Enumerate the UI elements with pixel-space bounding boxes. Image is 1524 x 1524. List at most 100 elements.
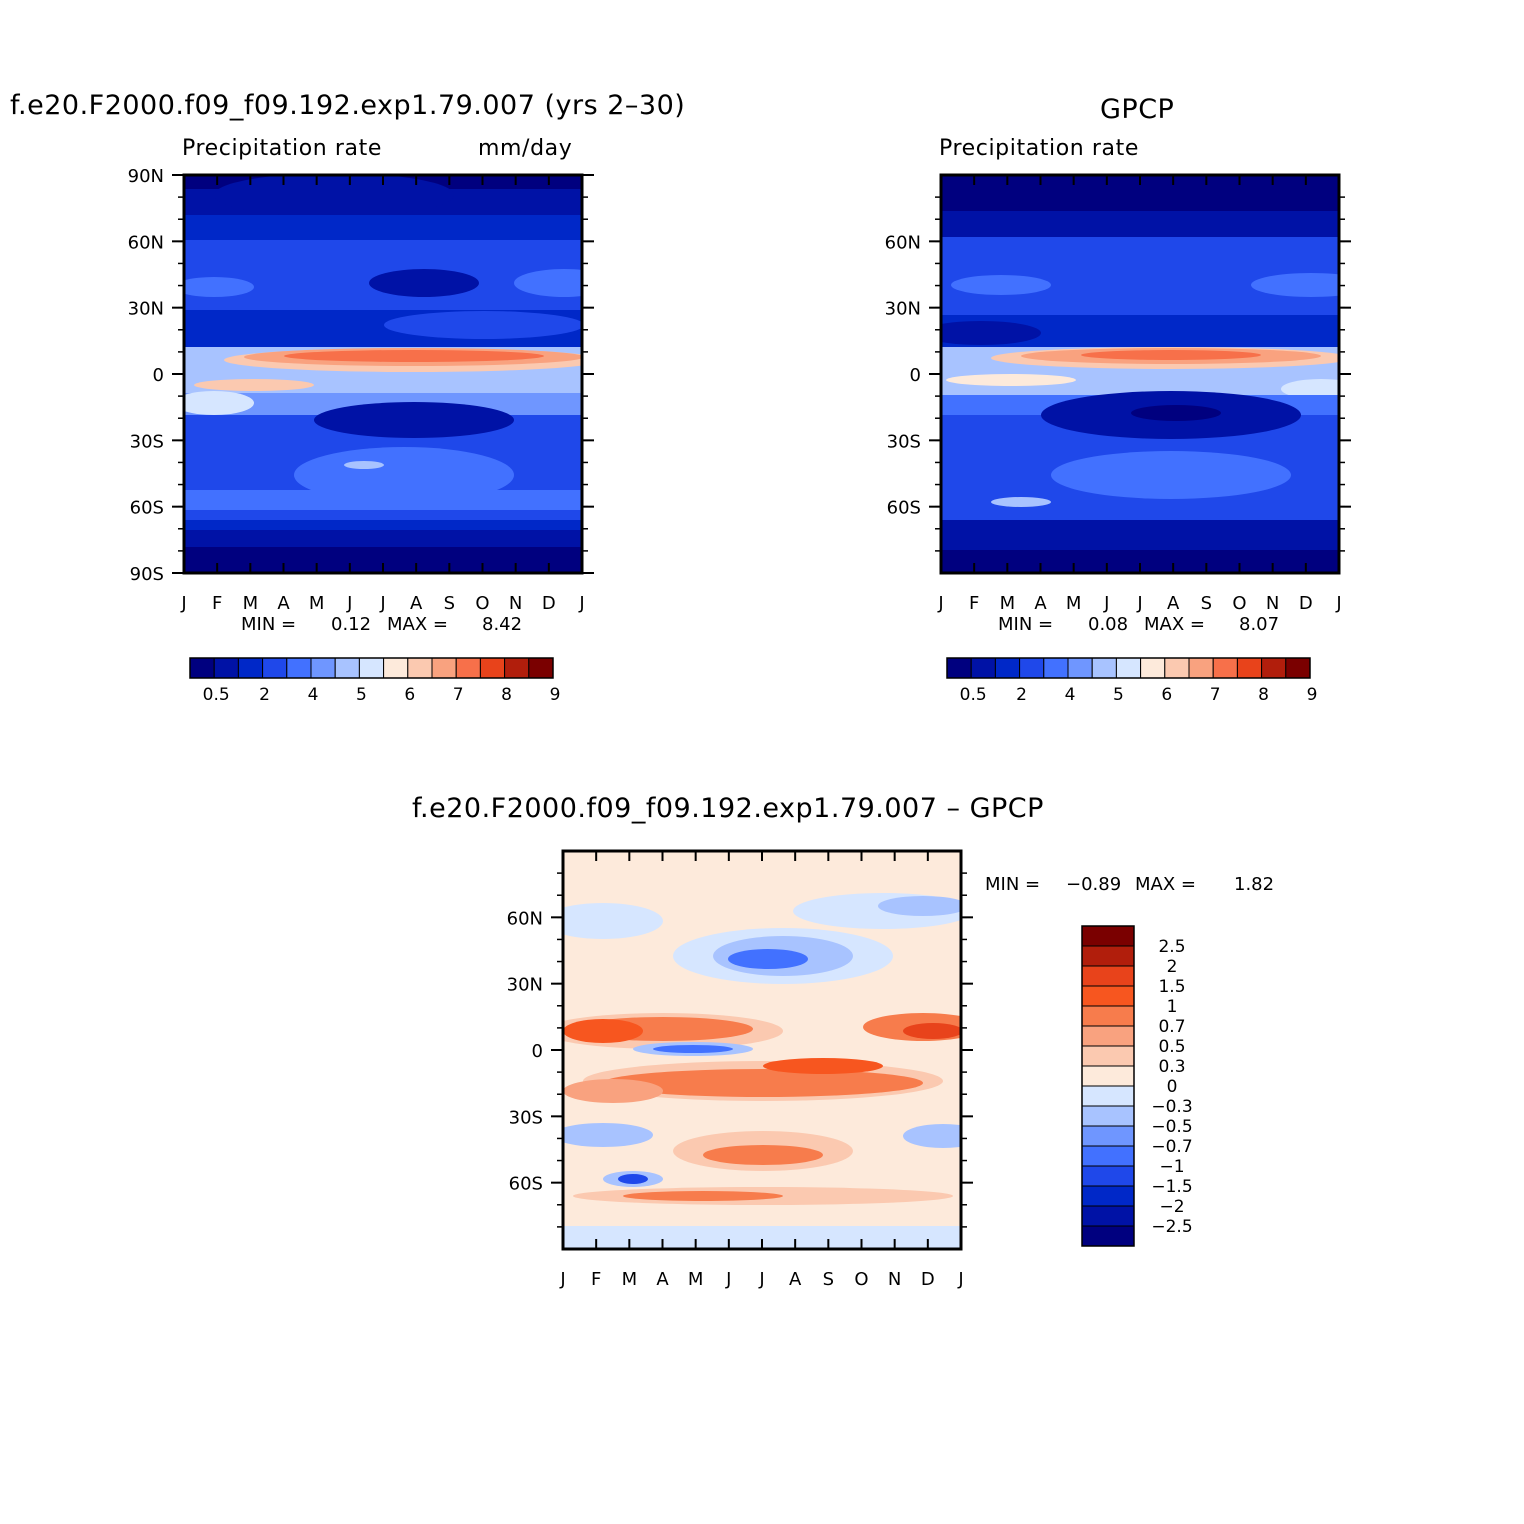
model-y-tick-label: 30N — [128, 299, 164, 320]
contour-patch — [1251, 273, 1339, 297]
diff-x-tick-label: J — [758, 1269, 764, 1290]
model-x-tick-label: D — [542, 593, 556, 614]
obs-max-label: MAX = — [1144, 614, 1205, 635]
obs-colorbar-swatch — [1236, 657, 1263, 679]
contour-patch — [563, 1123, 653, 1147]
contour-patch — [941, 321, 1041, 345]
contour-patch — [603, 1069, 923, 1097]
model-colorbar-swatch — [262, 657, 288, 679]
obs-colorbar-swatch — [1188, 657, 1214, 679]
model-colorbar-label: 6 — [404, 685, 415, 705]
diff-max-value: 1.82 — [1234, 874, 1275, 895]
model-colorbar-swatch — [189, 657, 215, 679]
diff-x-tick-label: J — [725, 1269, 731, 1290]
diff-colorbar-swatch — [1081, 1125, 1135, 1147]
diff-colorbar-swatch — [1081, 1025, 1135, 1047]
obs-x-tick-label: J — [1103, 593, 1109, 614]
model-colorbar: 0.5 2 4 5 6 7 8 9 — [189, 657, 561, 705]
obs-colorbar-swatch — [970, 657, 996, 679]
diff-y-tick-label: 60N — [507, 908, 543, 929]
contour-patch — [194, 379, 314, 391]
diff-colorbar-swatch — [1081, 945, 1135, 967]
obs-colorbar-label: 5 — [1113, 685, 1124, 705]
model-colorbar-label: 7 — [453, 685, 464, 705]
contour-patch — [563, 1019, 643, 1043]
contour-patch — [314, 402, 514, 438]
obs-colorbar-frame — [946, 657, 1311, 679]
clipObs-field — [941, 175, 1339, 573]
contour-patch — [946, 374, 1076, 386]
obs-colorbar-label: 4 — [1065, 685, 1076, 705]
contour-patch — [214, 175, 454, 217]
diff-x-tick-label: D — [921, 1269, 935, 1290]
contour-patch — [903, 1023, 961, 1039]
model-x-tick-label: F — [212, 593, 222, 614]
model-panel-title: f.e20.F2000.f09_f09.192.exp1.79.007 (yrs… — [10, 90, 686, 121]
obs-colorbar-swatch — [1043, 657, 1069, 679]
obs-colorbar-label: 9 — [1307, 685, 1318, 705]
contour-band — [184, 530, 582, 547]
model-y-tick-label: 60S — [130, 498, 164, 519]
obs-variable-label: Precipitation rate — [939, 136, 1139, 161]
obs-colorbar-swatch — [1019, 657, 1045, 679]
obs-colorbar-swatch — [1164, 657, 1190, 679]
contour-patch — [1131, 405, 1221, 421]
obs-y-tick-label: 30N — [885, 299, 921, 320]
contour-patch — [563, 903, 663, 939]
obs-colorbar-label: 6 — [1161, 685, 1172, 705]
model-colorbar-swatch — [334, 657, 360, 679]
model-colorbar-swatch — [310, 657, 336, 679]
obs-colorbar-swatch — [1261, 657, 1287, 679]
diff-y-tick-label: 30S — [509, 1107, 543, 1128]
obs-x-tick-label: O — [1232, 593, 1246, 614]
diff-y-tick-label: 30N — [507, 975, 543, 996]
model-colorbar-label: 9 — [550, 685, 561, 705]
contour-patch — [184, 277, 254, 297]
diff-colorbar-swatch — [1081, 1105, 1135, 1127]
diff-colorbar-label: −1 — [1159, 1157, 1184, 1177]
diff-colorbar-label: 0.7 — [1158, 1017, 1185, 1037]
obs-colorbar-swatch — [1140, 657, 1166, 679]
diff-x-tick-label: M — [622, 1269, 638, 1290]
clipDiff-field — [563, 851, 961, 1249]
obs-x-tick-label: S — [1201, 593, 1212, 614]
obs-max-value: 8.07 — [1239, 614, 1280, 635]
obs-colorbar-swatch — [1067, 657, 1093, 679]
contour-band — [941, 520, 1339, 550]
obs-colorbar-swatch — [1285, 657, 1311, 679]
contour-patch — [384, 311, 582, 339]
model-x-tick-label: A — [277, 593, 290, 614]
model-y-tick-label: 0 — [153, 365, 164, 386]
diff-colorbar-swatch — [1081, 985, 1135, 1007]
diff-colorbar-swatch — [1081, 1205, 1135, 1227]
obs-min-label: MIN = — [998, 614, 1054, 635]
obs-x-tick-label: F — [969, 593, 979, 614]
obs-x-tick-label: J — [1335, 593, 1341, 614]
model-colorbar-swatch — [383, 657, 409, 679]
model-y-tick-label: 90N — [128, 166, 164, 187]
model-colorbar-frame — [189, 657, 554, 679]
contour-patch — [294, 447, 514, 503]
obs-colorbar-label: 7 — [1210, 685, 1221, 705]
model-colorbar-label: 2 — [259, 685, 270, 705]
diff-min-value: −0.89 — [1066, 874, 1122, 895]
model-min-label: MIN = — [241, 614, 297, 635]
diff-colorbar-label: 1.5 — [1158, 977, 1185, 997]
diff-colorbar-swatch — [1081, 1185, 1135, 1207]
diff-x-tick-label: N — [888, 1269, 901, 1290]
model-max-value: 8.42 — [482, 614, 523, 635]
diff-colorbar-label: −2 — [1159, 1197, 1184, 1217]
model-colorbar-label: 5 — [356, 685, 367, 705]
obs-x-tick-label: D — [1299, 593, 1313, 614]
contour-patch — [344, 461, 384, 469]
obs-min-value: 0.08 — [1088, 614, 1129, 635]
diff-colorbar-label: −0.5 — [1151, 1117, 1192, 1137]
diff-colorbar-swatch — [1081, 965, 1135, 987]
model-x-tick-label: N — [509, 593, 522, 614]
contour-patch — [878, 896, 961, 916]
diff-colorbar: 2.521.510.70.50.30−0.3−0.5−0.7−1−1.5−2−2… — [1081, 925, 1193, 1247]
obs-colorbar-label: 8 — [1258, 685, 1269, 705]
diff-colorbar-swatch — [1081, 1145, 1135, 1167]
diff-colorbar-label: −0.3 — [1151, 1097, 1192, 1117]
diff-colorbar-label: 2 — [1167, 957, 1178, 977]
